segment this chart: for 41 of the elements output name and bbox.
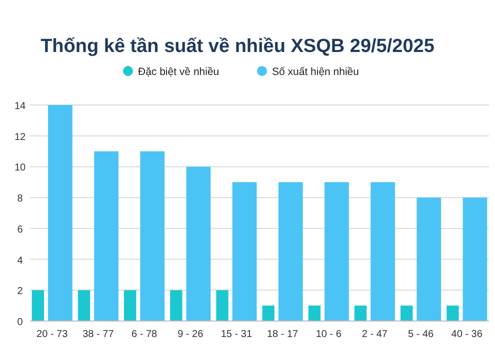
y-tick-label: 4 xyxy=(17,255,24,266)
x-tick-label: 20 - 73 xyxy=(36,329,68,340)
x-tick-label: 6 - 78 xyxy=(132,329,158,340)
legend-label: Đặc biệt về nhiều xyxy=(138,66,220,78)
y-tick-label: 12 xyxy=(14,132,26,143)
bar xyxy=(324,182,349,321)
chart-title: Thống kê tần suất về nhiều XSQB 29/5/2025 xyxy=(40,36,435,57)
x-tick-label: 10 - 6 xyxy=(316,329,342,340)
y-tick-label: 8 xyxy=(17,194,24,205)
bar xyxy=(32,290,44,321)
bar xyxy=(186,166,211,321)
y-tick-label: 14 xyxy=(14,101,26,112)
bar xyxy=(94,151,118,321)
x-tick-label: 40 - 36 xyxy=(451,329,483,340)
bar xyxy=(370,182,395,321)
y-tick-label: 0 xyxy=(17,317,24,328)
x-tick-label: 18 - 17 xyxy=(266,329,299,340)
bar xyxy=(232,182,257,321)
bar xyxy=(354,306,367,321)
bar xyxy=(124,290,136,321)
x-tick-label: 9 - 26 xyxy=(178,329,204,340)
x-tick-label: 15 - 31 xyxy=(220,329,252,340)
bar xyxy=(216,290,228,321)
bar xyxy=(78,290,90,321)
legend-label: Số xuất hiện nhiều xyxy=(272,66,360,78)
bar xyxy=(48,105,72,321)
bar xyxy=(462,198,488,321)
y-tick-label: 10 xyxy=(14,162,26,174)
bar xyxy=(400,306,413,321)
y-tick-label: 6 xyxy=(17,224,24,236)
bar xyxy=(262,306,274,321)
x-tick-label: 5 - 46 xyxy=(408,329,434,340)
x-tick-label: 2 - 47 xyxy=(362,329,388,340)
x-tick-label: 38 - 77 xyxy=(82,329,114,340)
bar xyxy=(170,290,182,321)
bar xyxy=(446,306,459,321)
bar xyxy=(278,182,303,321)
bar xyxy=(308,306,321,321)
bar xyxy=(140,151,165,321)
bar xyxy=(416,198,442,321)
y-tick-label: 2 xyxy=(17,286,24,298)
